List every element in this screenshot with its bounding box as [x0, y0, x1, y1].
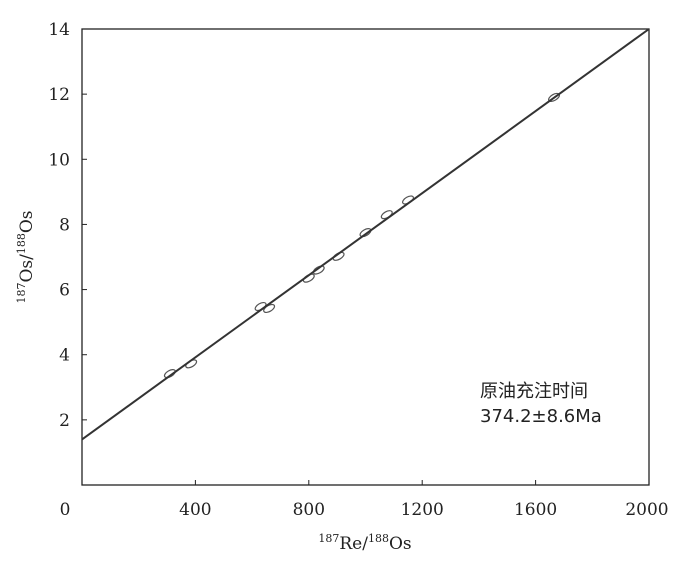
- x-tick-label: 0: [60, 500, 71, 520]
- y-tick-label: 10: [48, 150, 70, 170]
- annotation-title: 原油充注时间: [480, 381, 588, 402]
- y-axis-ticks: 2 4 6 8 10 12 14: [48, 20, 87, 431]
- plot-frame: [81, 28, 650, 486]
- x-tick-label: 1200: [401, 500, 444, 520]
- data-point: [312, 265, 325, 275]
- y-tick-label: 8: [59, 215, 70, 235]
- data-point: [163, 369, 176, 379]
- x-axis-ticks: 0 400 800 1200 1600 2000: [60, 480, 669, 520]
- y-tick-label: 2: [59, 411, 70, 431]
- x-tick-label: 400: [179, 500, 211, 520]
- annotation-age: 374.2±8.6Ma: [480, 406, 602, 427]
- y-tick-label: 4: [59, 346, 70, 366]
- y-tick-label: 12: [48, 85, 70, 105]
- y-tick-label: 14: [48, 20, 70, 40]
- x-tick-label: 2000: [625, 500, 668, 520]
- y-axis-label: 187Os/188Os: [15, 210, 37, 303]
- x-tick-label: 1600: [514, 500, 557, 520]
- x-tick-label: 800: [293, 500, 325, 520]
- regression-line: [81, 28, 650, 441]
- x-axis-label: 187Re/188Os: [318, 532, 411, 554]
- y-tick-label: 6: [59, 281, 70, 301]
